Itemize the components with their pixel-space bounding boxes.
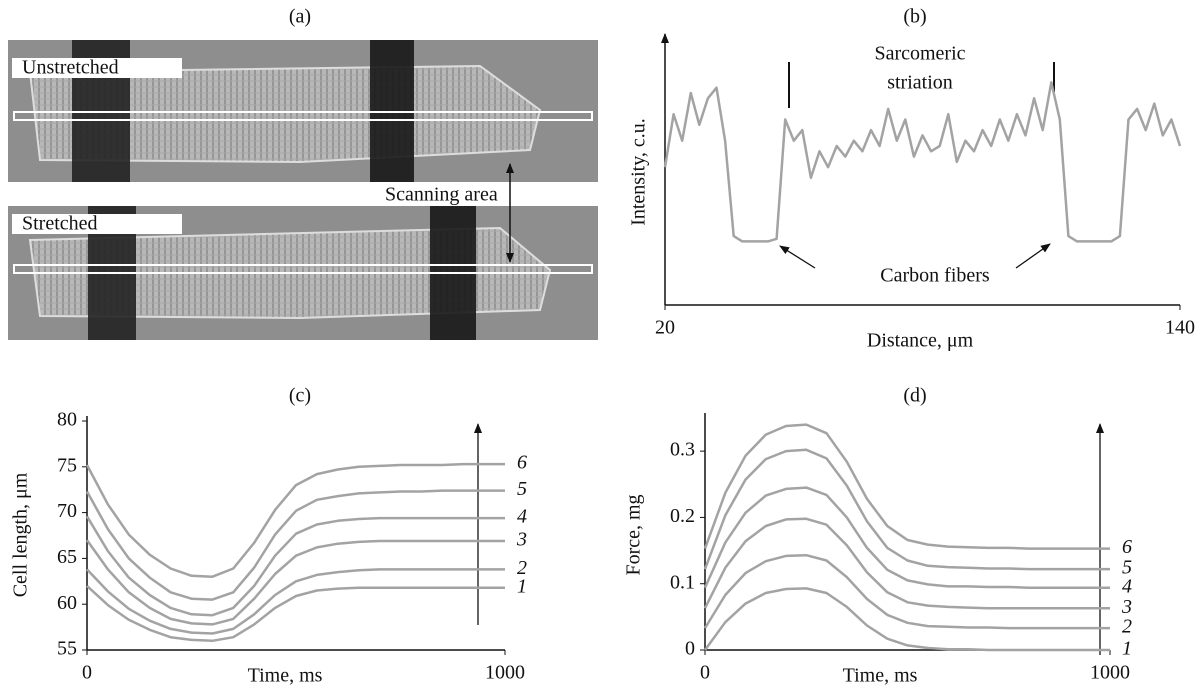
annotation: Scanning area bbox=[385, 184, 498, 206]
y-tick-label: 55 bbox=[57, 638, 77, 660]
series-label: 5 bbox=[517, 478, 527, 500]
x-tick-label: 0 bbox=[700, 662, 710, 684]
x-tick-label: 140 bbox=[1165, 317, 1195, 339]
y-tick-label: 0.1 bbox=[670, 571, 695, 593]
data-line bbox=[85, 489, 505, 601]
panel-title: (d) bbox=[903, 385, 926, 407]
y-tick-label: 80 bbox=[57, 409, 77, 431]
panel-title: (b) bbox=[903, 6, 926, 28]
series-label: 2 bbox=[1122, 616, 1132, 638]
y-tick-label: 70 bbox=[57, 500, 77, 522]
x-tick-label: 1000 bbox=[1090, 662, 1130, 684]
y-axis-label: Intensity, c.u. bbox=[628, 118, 650, 226]
series-label: 3 bbox=[1121, 596, 1132, 618]
y-axis-label: Cell length, μm bbox=[10, 472, 32, 597]
data-line bbox=[663, 81, 1182, 243]
micrograph-panel: (a) Unstretched Stretched Scanning area bbox=[8, 6, 598, 340]
arrow bbox=[1015, 243, 1051, 269]
x-tick-label: 1000 bbox=[485, 662, 525, 684]
x-axis-label: Distance, μm bbox=[867, 330, 974, 352]
series-label: 1 bbox=[1122, 638, 1132, 660]
y-tick-label: 65 bbox=[57, 546, 77, 568]
data-line bbox=[85, 539, 505, 626]
series-label: 2 bbox=[517, 557, 527, 579]
annotation: striation bbox=[887, 72, 953, 94]
data-line bbox=[85, 515, 505, 617]
data-line bbox=[703, 517, 1110, 610]
x-tick-label: 0 bbox=[82, 662, 92, 684]
image-label: Unstretched bbox=[22, 57, 119, 79]
data-line bbox=[703, 553, 1110, 630]
x-axis-label: Time, ms bbox=[843, 665, 918, 687]
data-line bbox=[703, 587, 1110, 652]
y-tick-label: 75 bbox=[57, 454, 77, 476]
data-line bbox=[703, 423, 1110, 550]
y-axis-label: Force, mg bbox=[623, 494, 645, 575]
panel-title: (c) bbox=[289, 385, 311, 407]
series-label: 4 bbox=[517, 506, 527, 528]
scan-box bbox=[13, 111, 593, 121]
y-tick-label: 0.3 bbox=[670, 439, 695, 461]
series-label: 3 bbox=[516, 529, 527, 551]
data-line bbox=[86, 568, 505, 635]
y-tick-label: 0 bbox=[685, 638, 695, 660]
data-line bbox=[86, 584, 505, 643]
x-tick-label: 20 bbox=[655, 317, 675, 339]
data-line bbox=[703, 448, 1110, 571]
arrow bbox=[779, 245, 816, 269]
data-line bbox=[703, 486, 1110, 589]
panel-title: (a) bbox=[289, 6, 311, 28]
scan-box bbox=[13, 264, 593, 274]
series-label: 5 bbox=[1122, 557, 1132, 579]
x-axis-label: Time, ms bbox=[248, 665, 323, 687]
series-label: 1 bbox=[517, 575, 527, 597]
annotation: Carbon fibers bbox=[880, 265, 990, 287]
label-box bbox=[12, 58, 182, 78]
data-line bbox=[85, 462, 505, 578]
y-tick-label: 60 bbox=[57, 592, 77, 614]
series-label: 6 bbox=[517, 452, 527, 474]
y-tick-label: 0.2 bbox=[670, 505, 695, 527]
image-label: Stretched bbox=[22, 213, 98, 235]
series-label: 6 bbox=[1122, 536, 1132, 558]
series-label: 4 bbox=[1122, 575, 1132, 597]
label-box bbox=[12, 214, 182, 234]
annotation: Sarcomeric bbox=[874, 43, 965, 65]
